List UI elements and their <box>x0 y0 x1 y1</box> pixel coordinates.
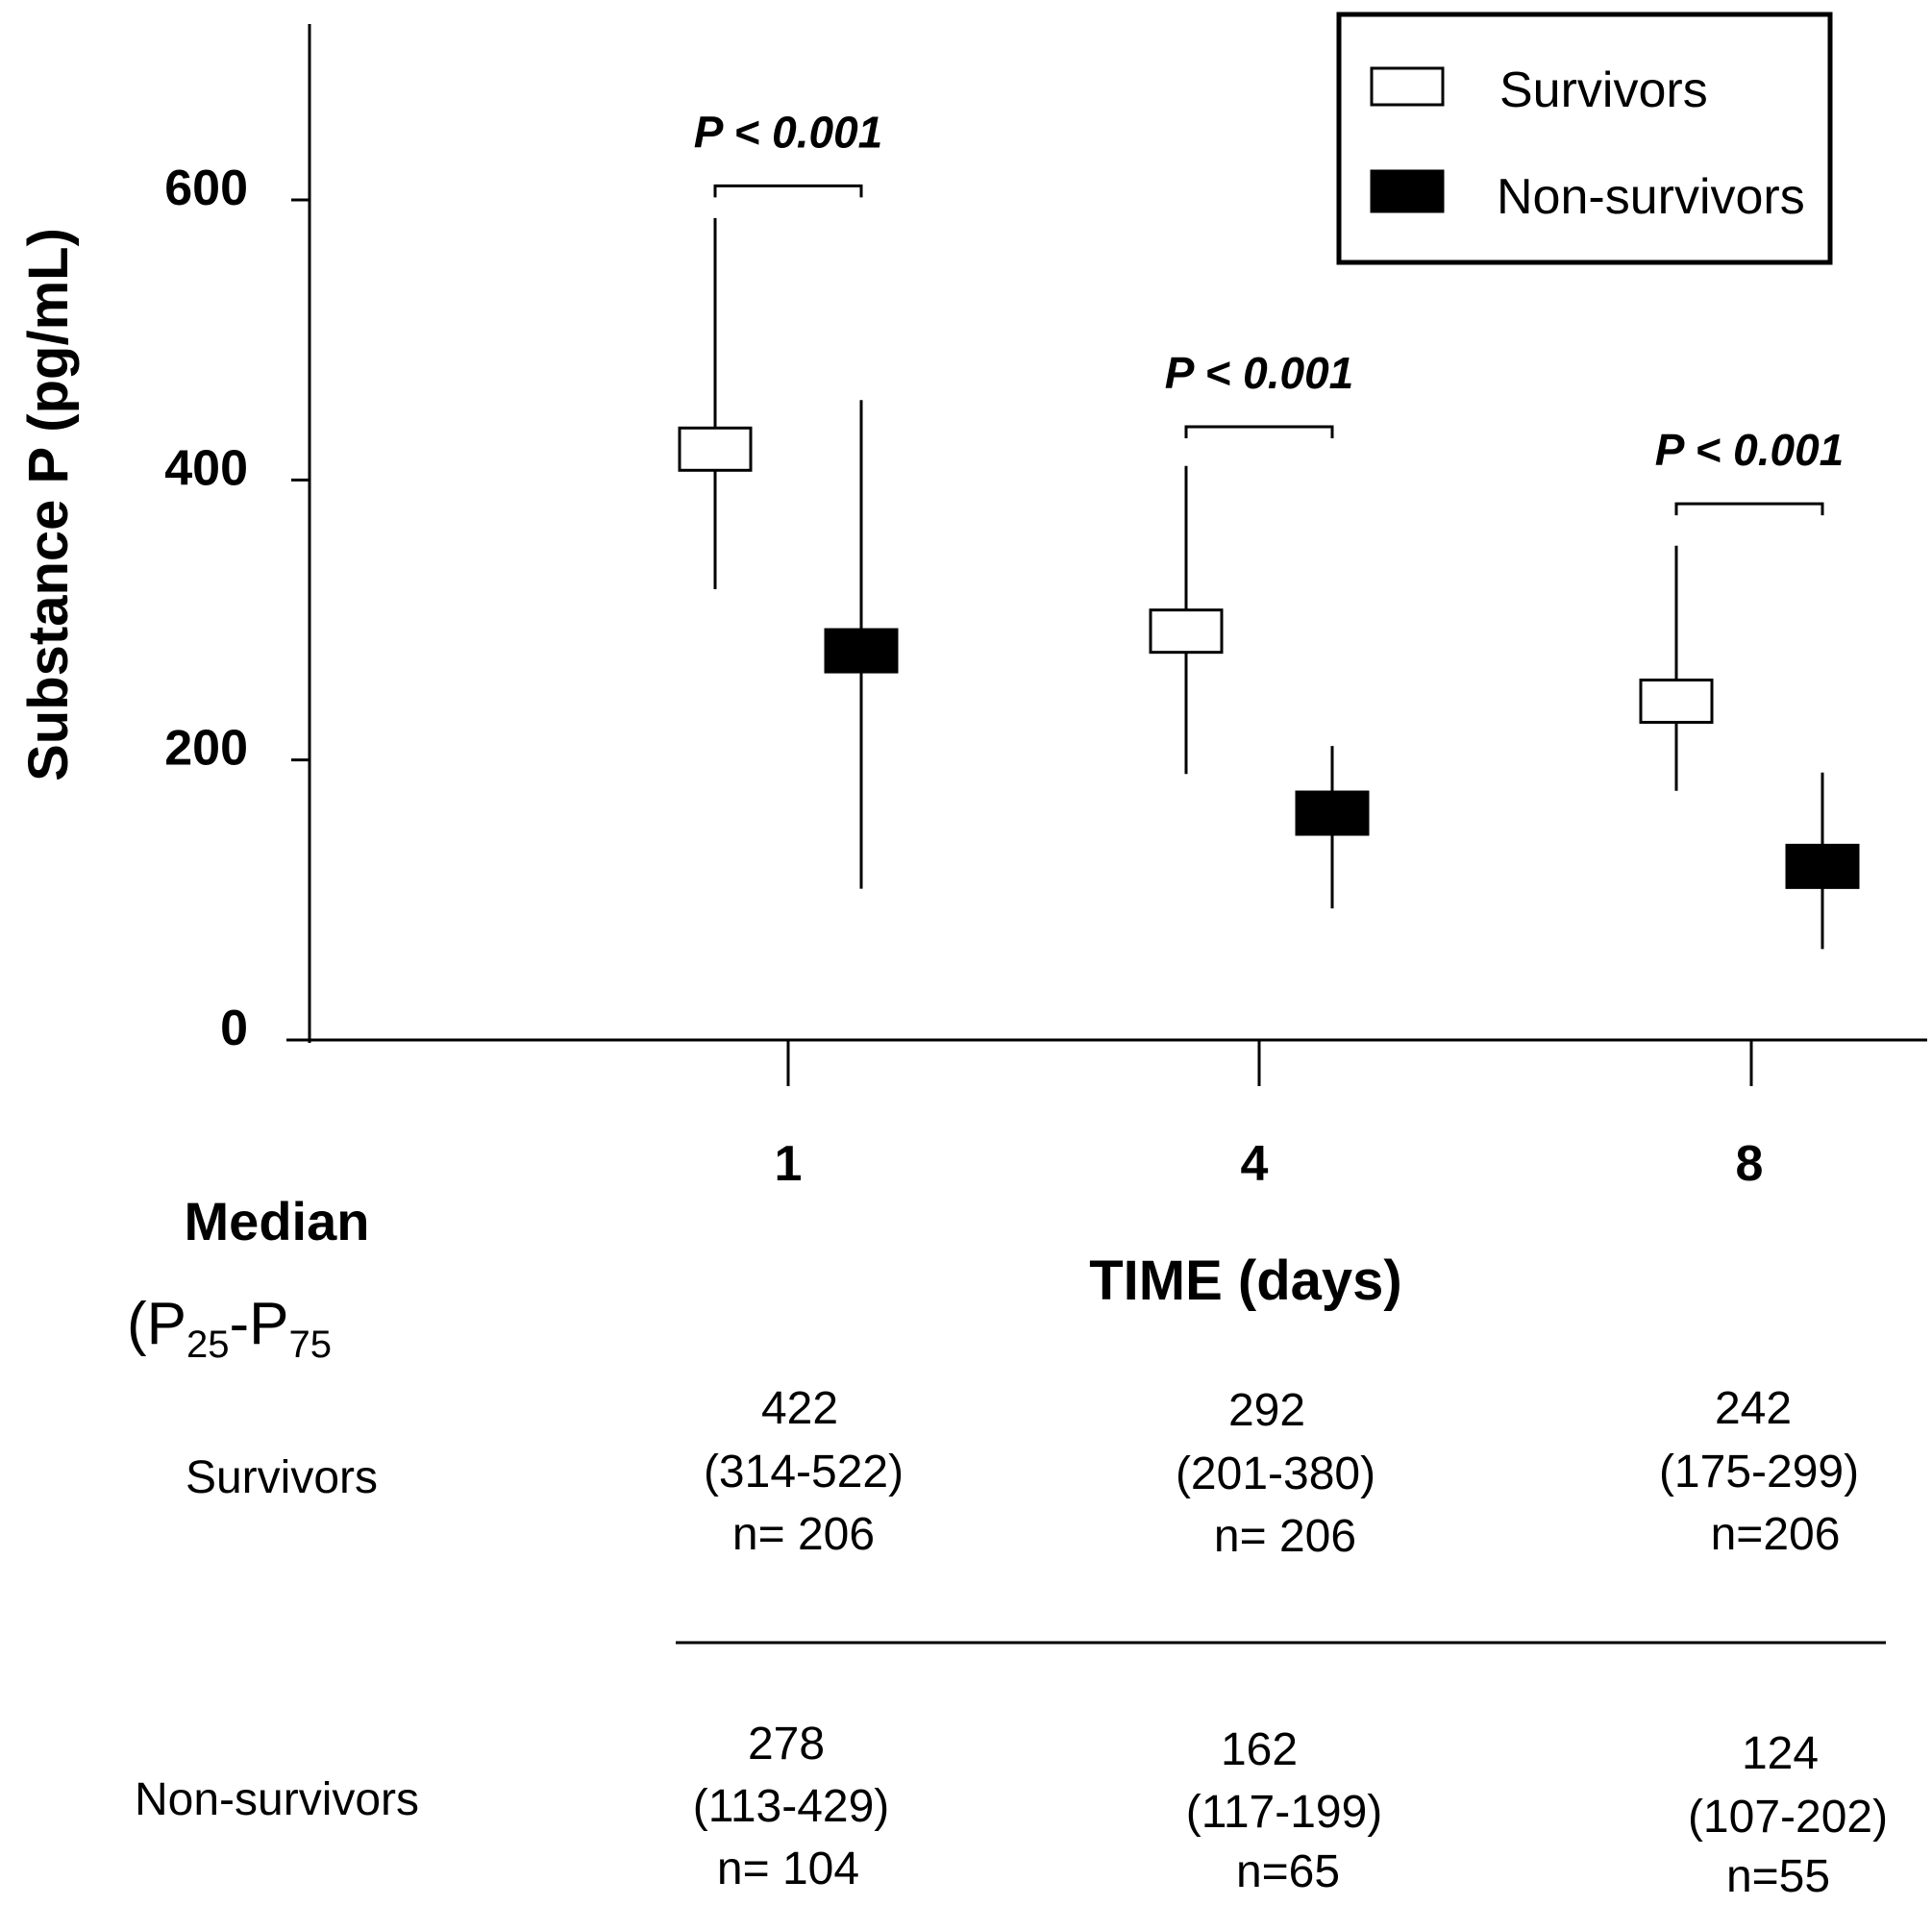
non-survivors-marker <box>1295 790 1370 836</box>
table-cell-range: (113-429) <box>693 1781 890 1832</box>
table-cell-median: 278 <box>748 1719 825 1770</box>
legend-survivors-label: Survivors <box>1499 62 1708 118</box>
data-marks <box>678 217 1860 950</box>
non-survivors-marker <box>824 628 899 674</box>
subtitle-sub-75: 75 <box>289 1324 333 1366</box>
table-cell-range: (117-199) <box>1186 1787 1383 1838</box>
survivors-marker <box>1639 678 1714 724</box>
subtitle-p: P <box>147 1291 186 1357</box>
significance-bracket <box>1184 425 1334 438</box>
significance-bracket <box>713 184 863 198</box>
legend-non-survivors-swatch <box>1370 169 1445 213</box>
table-cell-n: n=55 <box>1726 1851 1830 1902</box>
subtitle-dash-p: -P <box>230 1291 289 1357</box>
x-tick-label: 8 <box>1736 1136 1764 1192</box>
x-tick-label: 1 <box>775 1136 803 1192</box>
legend-box <box>1336 12 1833 265</box>
y-tick-label: 0 <box>220 1001 248 1056</box>
table-cell-median: 124 <box>1742 1728 1819 1779</box>
table-cell-range: (314-522) <box>704 1447 904 1498</box>
legend-non-survivors-label: Non-survivors <box>1497 169 1805 225</box>
table-cell-median: 422 <box>761 1383 838 1434</box>
table-cell-n: n= 206 <box>1214 1511 1356 1562</box>
table-cell-median: 292 <box>1228 1385 1305 1436</box>
row-label-survivors: Survivors <box>186 1452 378 1503</box>
y-tick-label: 600 <box>164 161 248 216</box>
p-value-label: P < 0.001 <box>1655 425 1845 475</box>
table-cell-median: 162 <box>1221 1724 1298 1775</box>
legend-survivors-swatch <box>1370 66 1445 107</box>
table-cell-n: n= 104 <box>717 1844 859 1894</box>
table-title: Median <box>185 1191 370 1251</box>
subtitle-open: ( <box>127 1291 147 1357</box>
table-cell-median: 242 <box>1715 1383 1792 1434</box>
row-label-non-survivors: Non-survivors <box>135 1774 419 1825</box>
y-axis-title: Substance P (pg/mL) <box>17 228 80 781</box>
subtitle-sub-25: 25 <box>186 1324 230 1366</box>
significance-bracket <box>1674 502 1824 516</box>
table-cell-range: (175-299) <box>1659 1447 1859 1498</box>
legend: Survivors Non-survivors <box>1336 12 1833 265</box>
p-value-label: P < 0.001 <box>694 107 883 157</box>
survivors-marker <box>1149 608 1224 655</box>
table-cell-n: n=65 <box>1236 1846 1340 1897</box>
p-value-label: P < 0.001 <box>1165 348 1354 398</box>
y-tick-label: 200 <box>164 721 248 777</box>
table-cell-range: (201-380) <box>1176 1448 1375 1499</box>
significance-brackets: P < 0.001 P < 0.001 P < 0.001 <box>694 107 1845 516</box>
y-tick-label: 400 <box>164 440 248 496</box>
x-axis-title: TIME (days) <box>1089 1250 1402 1312</box>
x-tick-label: 4 <box>1241 1136 1269 1192</box>
table-cell-n: n=206 <box>1711 1509 1841 1560</box>
y-ticks: 0 200 400 600 <box>164 161 310 1056</box>
survivors-cells: 422 (314-522) n= 206 292 (201-380) n= 20… <box>704 1383 1859 1562</box>
table-cell-n: n= 206 <box>732 1509 875 1560</box>
non-survivors-marker <box>1785 843 1860 889</box>
survivors-marker <box>678 426 753 472</box>
non-survivors-cells: 278 (113-429) n= 104 162 (117-199) n=65 … <box>693 1719 1888 1902</box>
table-subtitle: (P25-P75 <box>127 1291 332 1366</box>
x-ticks: 1 4 8 <box>775 1040 1764 1192</box>
table-cell-range: (107-202) <box>1688 1792 1888 1843</box>
